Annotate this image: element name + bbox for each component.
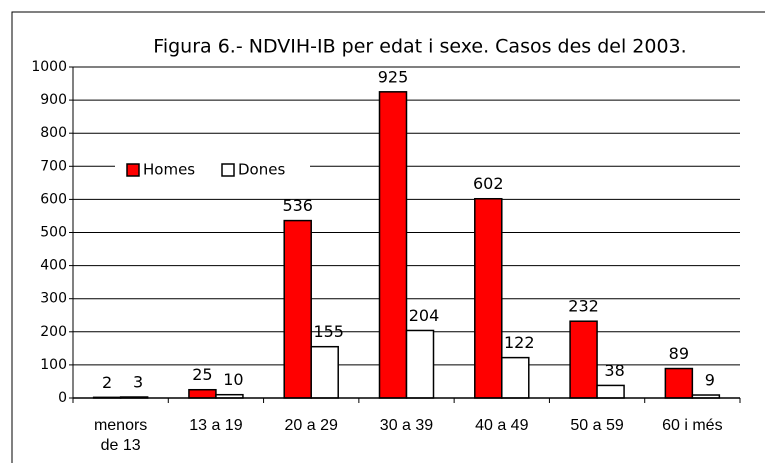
- value-label: 602: [473, 174, 504, 193]
- legend-swatch: [221, 163, 235, 177]
- legend-swatch: [126, 163, 140, 177]
- value-label: 38: [604, 361, 624, 380]
- value-label: 25: [192, 365, 212, 384]
- y-tick-label: 800: [40, 125, 67, 141]
- value-label: 155: [313, 322, 344, 341]
- chart-title: Figura 6.- NDVIH-IB per edat i sexe. Cas…: [153, 36, 686, 58]
- legend-label: Homes: [143, 161, 195, 179]
- x-tick-label: menors de 13: [93, 417, 148, 454]
- bar: [405, 329, 435, 399]
- y-tick-label: 300: [40, 291, 67, 307]
- y-tick-label: 700: [40, 158, 67, 174]
- x-tick-label: 13 a 19: [189, 417, 243, 434]
- y-tick-label: 100: [40, 357, 67, 373]
- value-label: 10: [223, 370, 243, 389]
- value-label: 89: [669, 344, 689, 363]
- bar: [474, 197, 503, 399]
- bar: [596, 384, 625, 399]
- y-tick-label: 0: [58, 390, 67, 406]
- bar: [569, 320, 598, 399]
- x-tick-label: 20 a 29: [284, 417, 338, 434]
- y-tick-label: 1000: [31, 59, 67, 75]
- x-tick-label: 40 a 49: [475, 417, 529, 434]
- y-tick-label: 400: [40, 258, 67, 274]
- value-label: 925: [378, 67, 409, 86]
- legend-box: [115, 158, 310, 182]
- legend-label: Dones: [238, 161, 285, 179]
- bar: [310, 345, 339, 399]
- chart-frame: [11, 11, 765, 463]
- value-label: 2: [102, 373, 112, 392]
- bar: [664, 367, 694, 399]
- x-tick-label: 60 i més: [662, 417, 723, 434]
- bar: [378, 91, 408, 399]
- y-tick-label: 200: [40, 324, 67, 340]
- value-label: 9: [705, 371, 715, 390]
- y-tick-label: 600: [40, 191, 67, 207]
- y-tick-label: 900: [40, 92, 67, 108]
- bar: [283, 219, 312, 399]
- bar: [188, 388, 217, 399]
- y-tick-label: 500: [40, 225, 67, 241]
- value-label: 204: [409, 306, 440, 325]
- value-label: 232: [568, 297, 599, 316]
- value-label: 536: [282, 196, 313, 215]
- x-tick-label: 50 a 59: [570, 417, 624, 434]
- value-label: 122: [504, 333, 535, 352]
- value-label: 3: [133, 373, 143, 392]
- bar: [501, 356, 530, 399]
- x-tick-label: 30 a 39: [379, 417, 434, 434]
